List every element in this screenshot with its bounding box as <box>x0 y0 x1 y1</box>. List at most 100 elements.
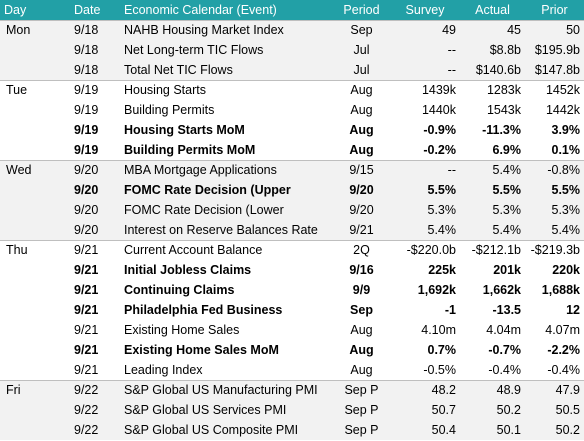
event-cell: Net Long-term TIC Flows <box>120 40 333 60</box>
day-cell <box>0 140 70 160</box>
date-cell: 9/19 <box>70 79 120 100</box>
date-cell: 9/21 <box>70 239 120 260</box>
survey-cell: 5.3% <box>390 200 460 220</box>
period-cell: Aug <box>349 343 374 357</box>
actual-cell: 201k <box>493 263 521 277</box>
day-cell <box>0 280 70 300</box>
prior-cell: -0.4% <box>547 362 580 377</box>
survey-cell: 0.7% <box>427 343 457 357</box>
survey-cell: -1 <box>444 303 456 317</box>
actual-cell: -$212.1b <box>460 239 525 260</box>
day-cell: Tue <box>0 79 70 100</box>
date-cell: 9/18 <box>70 60 120 80</box>
period-cell: Sep P <box>333 420 390 440</box>
actual-cell: 45 <box>460 19 525 40</box>
event-cell: S&P Global US Manufacturing PMI <box>120 379 333 400</box>
actual-cell: 1543k <box>486 103 521 117</box>
event-cell: S&P Global US Composite PMI <box>120 420 333 440</box>
calendar-row: 9/21 Leading Index Aug -0.5% -0.4% -0.4% <box>0 360 584 380</box>
date-cell: 9/22 <box>70 420 120 440</box>
actual-cell: 48.9 <box>460 379 525 400</box>
period-cell: 9/20 <box>333 200 390 220</box>
event-cell: Total Net TIC Flows <box>120 60 333 80</box>
prior-cell: $195.9b <box>525 40 584 60</box>
survey-cell: 48.2 <box>390 379 460 400</box>
date-cell: 9/21 <box>74 362 99 377</box>
actual-cell: -0.4% <box>488 362 521 377</box>
survey-cell: 49 <box>390 19 460 40</box>
event-cell: Building Permits MoM <box>124 142 256 157</box>
survey-cell: 5.5% <box>390 180 460 200</box>
survey-cell: 1439k <box>390 79 460 100</box>
header-cell: Prior <box>525 0 584 20</box>
period-cell: 9/20 <box>333 180 390 200</box>
prior-cell: 1442k <box>545 103 580 117</box>
calendar-row: 9/21 Existing Home Sales MoM Aug 0.7% -0.7% -… <box>0 340 584 360</box>
actual-cell: 5.4% <box>460 220 525 240</box>
calendar-row: 9/19 Building Permits Aug 1440k 1543k 1442k <box>0 100 584 120</box>
day-cell <box>0 360 70 380</box>
calendar-row: 9/20 Interest on Reserve Balances Rate 9/2… <box>0 220 584 240</box>
period-cell: Sep <box>350 303 373 317</box>
period-cell: Aug <box>349 123 374 137</box>
actual-cell: 5.4% <box>460 159 525 180</box>
prior-cell: 1,688k <box>541 283 580 297</box>
day-cell <box>0 200 70 220</box>
event-cell: Housing Starts <box>120 79 333 100</box>
calendar-row: 9/21 Initial Jobless Claims 9/16 225k 201k 22… <box>0 260 584 280</box>
survey-cell: 4.10m <box>421 323 456 337</box>
date-cell: 9/22 <box>70 379 120 400</box>
actual-cell: 50.1 <box>460 420 525 440</box>
header-cell: Economic Calendar (Event) <box>120 0 333 20</box>
period-cell: Aug <box>350 323 373 337</box>
event-cell: Interest on Reserve Balances Rate <box>120 220 333 240</box>
event-cell: Continuing Claims <box>124 283 235 297</box>
date-cell: 9/19 <box>74 123 99 137</box>
event-cell: FOMC Rate Decision (Upper <box>120 180 333 200</box>
day-cell <box>0 60 70 80</box>
calendar-row: 9/18 Total Net TIC Flows Jul -- $140.6b $147.… <box>0 60 584 80</box>
calendar-row: Thu 9/21 Current Account Balance 2Q -$220.0b… <box>0 239 584 260</box>
actual-cell: 1,662k <box>482 283 521 297</box>
prior-cell: 50.5 <box>525 400 584 420</box>
day-cell <box>0 400 70 420</box>
calendar-row: 9/20 FOMC Rate Decision (Lower 9/20 5.3% 5.3… <box>0 200 584 220</box>
survey-cell: -- <box>390 159 460 180</box>
date-cell: 9/21 <box>74 323 99 337</box>
prior-cell: -2.2% <box>547 343 580 357</box>
period-cell: Jul <box>333 40 390 60</box>
event-cell: FOMC Rate Decision (Lower <box>120 200 333 220</box>
calendar-row: Mon 9/18 NAHB Housing Market Index Sep 49 45 5… <box>0 19 584 40</box>
header-cell: Period <box>333 0 390 20</box>
event-cell: Philadelphia Fed Business <box>124 303 283 317</box>
day-cell <box>0 420 70 440</box>
actual-cell: 50.2 <box>460 400 525 420</box>
date-cell: 9/20 <box>70 159 120 180</box>
prior-cell: 5.4% <box>525 220 584 240</box>
prior-cell: 12 <box>566 303 580 317</box>
header-cell: Date <box>70 0 120 20</box>
period-cell: Aug <box>349 142 374 157</box>
date-cell: 9/20 <box>70 200 120 220</box>
date-cell: 9/18 <box>70 40 120 60</box>
actual-cell: $8.8b <box>460 40 525 60</box>
event-cell: Current Account Balance <box>120 239 333 260</box>
event-cell: MBA Mortgage Applications <box>120 159 333 180</box>
actual-cell: 4.04m <box>486 323 521 337</box>
prior-cell: 220k <box>552 263 580 277</box>
calendar-row: 9/22 S&P Global US Services PMI Sep P 50.7 5… <box>0 400 584 420</box>
date-cell: 9/19 <box>74 142 99 157</box>
date-cell: 9/22 <box>70 400 120 420</box>
day-cell <box>0 300 70 320</box>
survey-cell: -0.9% <box>423 123 456 137</box>
date-cell: 9/21 <box>74 263 99 277</box>
period-cell: Sep P <box>333 400 390 420</box>
calendar-row: 9/21 Philadelphia Fed Business Sep -1 -13.5 1… <box>0 300 584 320</box>
survey-cell: -- <box>390 60 460 80</box>
actual-cell: 5.5% <box>460 180 525 200</box>
day-cell <box>0 320 70 340</box>
period-cell: Jul <box>333 60 390 80</box>
prior-cell: 3.9% <box>551 123 581 137</box>
actual-cell: $140.6b <box>460 60 525 80</box>
